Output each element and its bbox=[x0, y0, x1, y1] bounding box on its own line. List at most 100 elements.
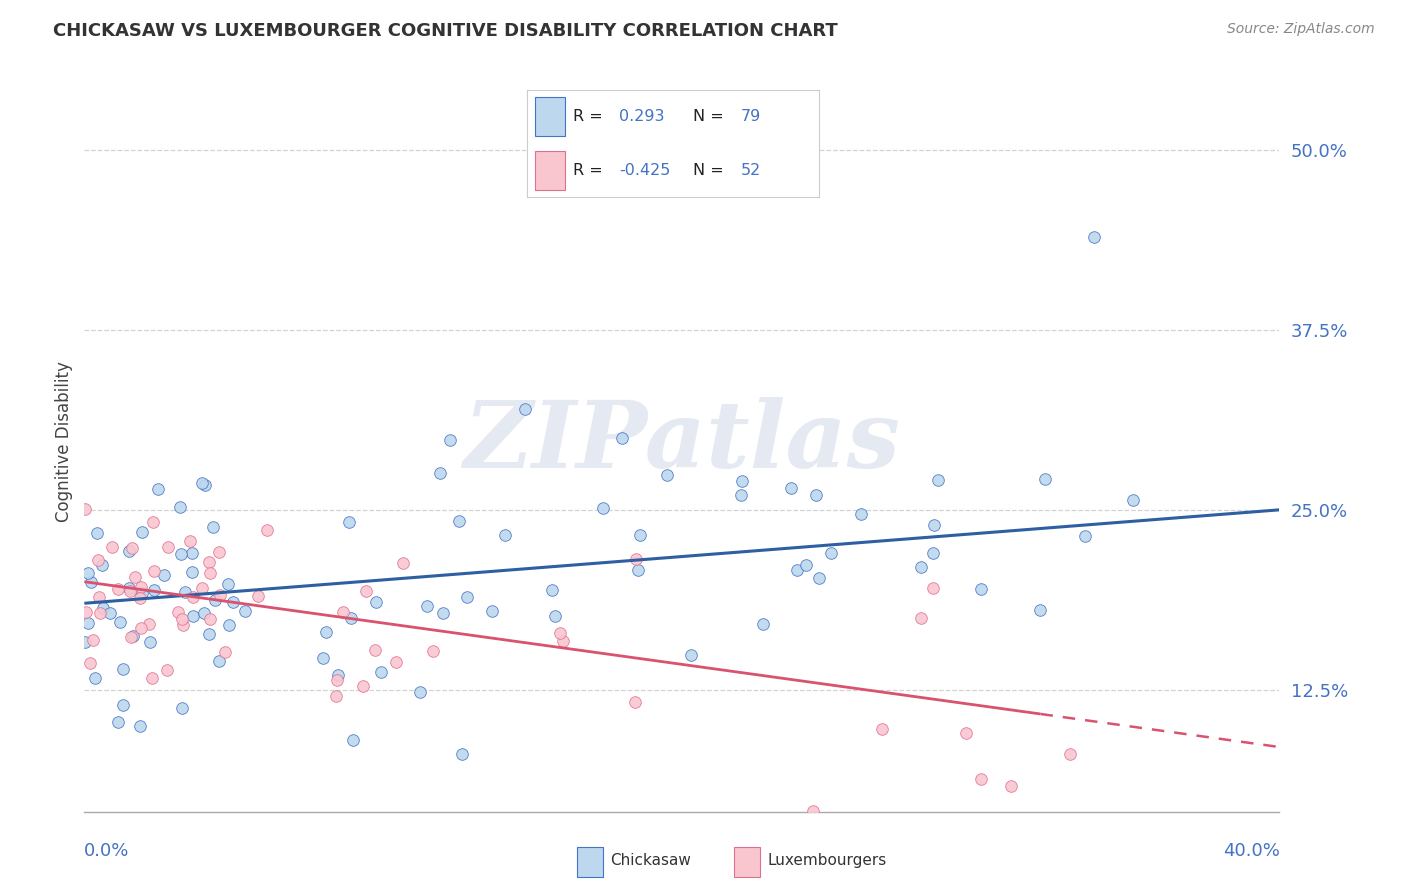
Point bbox=[337, 515, 360, 529]
Point bbox=[1059, 747, 1081, 762]
Point bbox=[370, 665, 392, 680]
Point bbox=[342, 732, 364, 747]
Point bbox=[131, 525, 153, 540]
Point bbox=[198, 627, 221, 641]
Point bbox=[172, 612, 194, 626]
Point bbox=[364, 595, 387, 609]
Point bbox=[191, 581, 214, 595]
Point bbox=[332, 605, 354, 619]
Point bbox=[174, 585, 197, 599]
Point bbox=[87, 553, 110, 567]
Point bbox=[77, 566, 100, 580]
Point bbox=[166, 605, 188, 619]
Text: CHICKASAW VS LUXEMBOURGER COGNITIVE DISABILITY CORRELATION CHART: CHICKASAW VS LUXEMBOURGER COGNITIVE DISA… bbox=[53, 22, 838, 40]
Point bbox=[143, 583, 166, 598]
Point bbox=[820, 546, 842, 560]
FancyBboxPatch shape bbox=[576, 847, 603, 877]
Point bbox=[794, 558, 817, 572]
Point bbox=[409, 685, 432, 699]
Point bbox=[194, 478, 217, 492]
Point bbox=[849, 507, 872, 521]
Point bbox=[780, 481, 803, 495]
Point bbox=[124, 569, 146, 583]
Point bbox=[180, 565, 202, 579]
Point bbox=[429, 466, 451, 480]
Point bbox=[73, 634, 96, 648]
Point bbox=[541, 582, 564, 597]
Point bbox=[79, 656, 101, 670]
Point bbox=[89, 606, 111, 620]
Point bbox=[129, 621, 152, 635]
Point bbox=[222, 595, 245, 609]
FancyBboxPatch shape bbox=[734, 847, 761, 877]
Point bbox=[910, 610, 932, 624]
Point bbox=[204, 593, 226, 607]
Point bbox=[592, 501, 614, 516]
Point bbox=[494, 527, 516, 541]
Point bbox=[198, 566, 221, 581]
Point bbox=[197, 555, 219, 569]
Point bbox=[731, 474, 754, 488]
Point bbox=[955, 725, 977, 739]
Point bbox=[1073, 529, 1095, 543]
Point bbox=[970, 582, 993, 596]
Point bbox=[122, 630, 145, 644]
Point bbox=[75, 605, 97, 619]
Point bbox=[730, 488, 752, 502]
Point bbox=[112, 698, 135, 712]
Point bbox=[927, 474, 949, 488]
Point bbox=[432, 606, 454, 620]
Point bbox=[157, 541, 180, 555]
Point bbox=[657, 468, 679, 483]
Point bbox=[922, 517, 945, 532]
Point bbox=[1033, 472, 1056, 486]
Point bbox=[118, 584, 141, 599]
Point bbox=[786, 563, 808, 577]
Point bbox=[179, 534, 201, 549]
Point bbox=[910, 560, 932, 574]
Point bbox=[89, 590, 111, 604]
Point bbox=[193, 607, 215, 621]
Point bbox=[311, 650, 333, 665]
Text: ZIPatlas: ZIPatlas bbox=[464, 397, 900, 486]
Point bbox=[1000, 779, 1022, 793]
Point bbox=[325, 673, 347, 688]
Point bbox=[551, 634, 574, 648]
Point bbox=[112, 662, 135, 676]
Point bbox=[146, 482, 169, 496]
Point bbox=[100, 540, 122, 554]
Point bbox=[107, 714, 129, 729]
Point bbox=[548, 626, 571, 640]
Point bbox=[73, 502, 96, 516]
Point bbox=[808, 571, 831, 585]
Point bbox=[181, 545, 204, 559]
Point bbox=[91, 558, 114, 572]
Text: 0.0%: 0.0% bbox=[84, 842, 129, 860]
Point bbox=[91, 601, 114, 615]
Point bbox=[214, 645, 236, 659]
Point bbox=[131, 586, 153, 600]
Point bbox=[191, 475, 214, 490]
Point bbox=[315, 624, 337, 639]
Point bbox=[218, 618, 240, 632]
Point bbox=[339, 611, 361, 625]
Y-axis label: Cognitive Disability: Cognitive Disability bbox=[55, 361, 73, 522]
Point bbox=[451, 747, 474, 762]
Point bbox=[142, 515, 165, 529]
Point bbox=[416, 599, 439, 613]
Text: Chickasaw: Chickasaw bbox=[610, 854, 692, 869]
Point bbox=[84, 671, 107, 685]
Point bbox=[202, 520, 225, 534]
Point bbox=[806, 488, 828, 502]
Point bbox=[439, 434, 461, 448]
Point bbox=[129, 719, 152, 733]
Point bbox=[681, 648, 703, 662]
Point bbox=[208, 655, 231, 669]
Point bbox=[77, 615, 100, 630]
Point bbox=[82, 633, 104, 648]
Point bbox=[170, 548, 193, 562]
Point bbox=[481, 604, 503, 618]
Point bbox=[156, 663, 179, 677]
Point bbox=[129, 580, 152, 594]
Point bbox=[356, 584, 378, 599]
